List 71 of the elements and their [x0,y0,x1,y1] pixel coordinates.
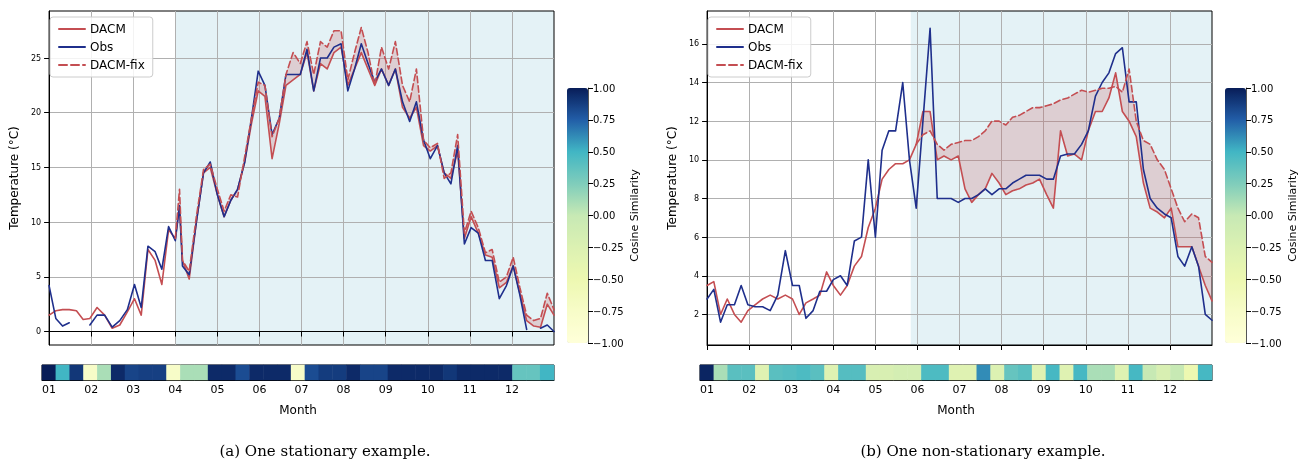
x-tick-label: 06 [252,383,267,396]
color-bar-label: 0.25 [1251,178,1274,190]
x-tick-label: 05 [210,383,225,396]
x-tick-label: 08 [336,383,351,396]
x-tick-label: 11 [1120,383,1135,396]
text: (a) One stationary example. [219,441,431,460]
color-bar-label: −1.00 [1251,337,1282,349]
y-axis-title: Temperature (°C) [665,126,679,231]
color-bar-label: 0.00 [593,210,616,221]
y-tick-label: 15 [30,162,42,172]
color-bar-label: −0.25 [1251,241,1282,253]
x-tick-label: 08 [994,383,1009,396]
color-bar-label: 0.75 [1251,114,1274,126]
y-tick-label: 0 [35,327,42,337]
x-tick-label: 07 [952,383,967,396]
legend-label: Obs [90,40,114,54]
color-bar-label: −1.00 [593,337,624,349]
color-bar-label: 0.25 [593,178,616,190]
x-tick-label: 10 [420,383,435,396]
x-tick-label: 12 [504,383,519,396]
y-tick-label: 4 [693,271,700,281]
y-tick-label: 16 [688,39,700,49]
y-tick-label: 10 [688,155,700,165]
x-tick-label: 01 [42,383,57,396]
legend-label: DACM [748,22,784,36]
color-bar-label: −0.75 [1251,305,1282,317]
x-tick-label: 09 [1036,383,1051,396]
x-tick-label: 02 [84,383,99,396]
legend-label: Obs [748,40,772,54]
x-tick-label: 12 [1162,383,1177,396]
line-series [706,72,1213,323]
x-tick-label: 11 [462,383,477,396]
color-bar-label: 1.00 [593,82,616,94]
y-tick-label: 12 [688,116,700,126]
color-bar-label: −0.50 [1251,273,1282,285]
x-tick-label: 05 [868,383,883,396]
x-tick-label: 04 [826,383,841,396]
legend-label: DACM-fix [90,58,145,72]
x-tick-label: 10 [1078,383,1093,396]
color-bar-label: 0.75 [593,114,616,126]
color-bar-label: −0.50 [593,273,624,285]
x-tick-label: 07 [294,383,309,396]
color-bar-title: Cosine Similarity [1286,168,1299,262]
y-tick-label: 8 [693,193,700,203]
x-tick-label: 09 [378,383,393,396]
legend-label: DACM-fix [748,58,803,72]
x-tick-label: 03 [784,383,799,396]
x-tick-label: 06 [910,383,925,396]
color-bar-label: −0.25 [593,241,624,253]
color-bar-label: 0.00 [1251,210,1274,221]
color-bar-label: 0.50 [593,146,616,158]
x-tick-label: 04 [168,383,183,396]
y-tick-label: 25 [30,53,42,63]
y-tick-label: 20 [30,108,42,118]
legend-label: DACM [90,22,126,36]
x-axis-title: Month [279,403,317,417]
color-bar-label: 0.50 [1251,146,1274,158]
x-tick-label: 03 [126,383,141,396]
color-bar-label: −0.75 [593,305,624,317]
y-tick-label: 2 [693,309,700,319]
y-axis-title: Temperature (°C) [7,126,21,231]
x-tick-label: 01 [700,383,715,396]
text: (b) One non-stationary example. [860,441,1106,460]
color-bar-title: Cosine Similarity [628,168,641,262]
color-bar-label: 1.00 [1251,82,1274,94]
y-tick-label: 6 [693,232,700,242]
y-tick-label: 14 [688,78,700,88]
x-axis-title: Month [937,403,975,417]
x-tick-label: 02 [742,383,757,396]
y-tick-label: 10 [30,217,42,227]
y-tick-label: 5 [35,272,42,282]
